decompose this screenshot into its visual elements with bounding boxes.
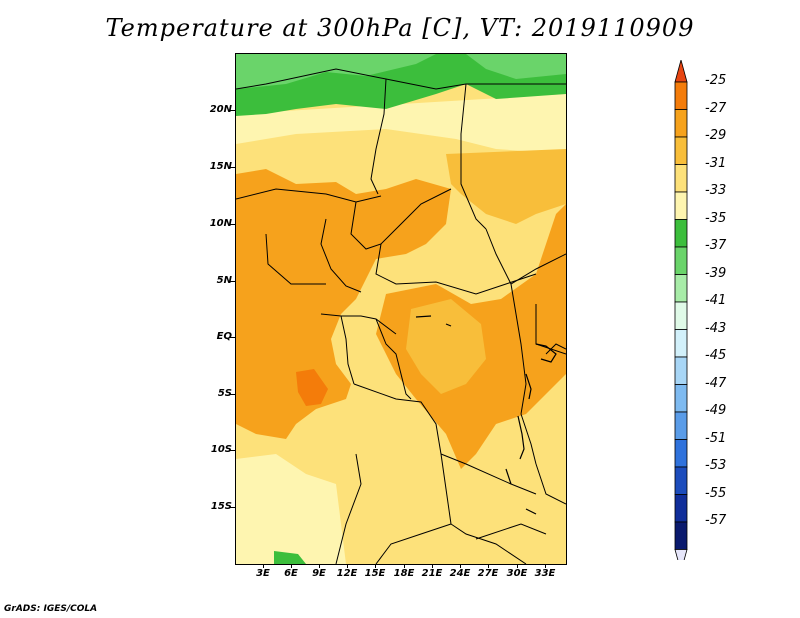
colorbar-label: -55 — [705, 485, 727, 501]
lon-label-12e: 12E — [336, 568, 358, 579]
lon-label-30e: 30E — [506, 568, 528, 579]
colorbar-label: -49 — [705, 403, 727, 418]
field-hot-spot — [296, 369, 328, 406]
lon-label-3e: 3E — [256, 568, 270, 579]
lon-label-18e: 18E — [393, 568, 415, 579]
lon-label-24e: 24E — [449, 568, 471, 579]
colorbar-segment — [674, 301, 688, 330]
colorbar-segment — [674, 246, 688, 275]
lat-label-5n: 5N — [216, 275, 232, 286]
lon-label-9e: 9E — [312, 568, 326, 579]
colorbar-segment — [674, 219, 688, 248]
colorbar-segment — [674, 439, 688, 468]
lat-label-5s: 5S — [217, 388, 232, 399]
colorbar-label: -29 — [705, 128, 727, 143]
colorbar-segment — [674, 191, 688, 220]
colorbar — [674, 60, 688, 560]
colorbar-segment — [674, 521, 688, 550]
colorbar-segment — [674, 384, 688, 413]
colorbar-label: -51 — [705, 430, 727, 446]
colorbar-label: -31 — [705, 155, 727, 171]
colorbar-label: -53 — [705, 458, 727, 473]
colorbar-label: -39 — [705, 265, 727, 281]
credit-text: GrADS: IGES/COLA — [4, 604, 98, 614]
colorbar-label: -25 — [705, 73, 727, 88]
country-borders — [236, 68, 566, 564]
lon-label-6e: 6E — [284, 568, 298, 579]
colorbar-label: -57 — [705, 513, 727, 528]
colorbar-label: -45 — [705, 348, 727, 363]
field-mid-basin — [406, 299, 486, 394]
temperature-map — [235, 53, 567, 565]
lon-label-33e: 33E — [534, 568, 556, 579]
lakes — [415, 315, 557, 515]
colorbar-segment — [674, 109, 688, 138]
lat-label-10s: 10S — [210, 444, 232, 455]
lon-label-21e: 21E — [421, 568, 443, 579]
map-title: Temperature at 300hPa [C], VT: 201911090… — [105, 14, 695, 42]
field-warm-west — [236, 169, 451, 439]
colorbar-label: -47 — [705, 375, 727, 391]
colorbar-segment — [674, 494, 688, 523]
lat-label-15s: 15S — [210, 501, 232, 512]
colorbar-segment — [674, 466, 688, 495]
map-canvas — [236, 54, 566, 564]
colorbar-segment — [674, 329, 688, 358]
field-pale-north — [236, 94, 566, 154]
field-pale-south — [236, 454, 346, 564]
colorbar-label: -27 — [705, 100, 727, 116]
colorbar-segment — [674, 356, 688, 385]
colorbar-max-triangle — [674, 60, 688, 83]
lat-label-eq: EQ — [216, 331, 232, 342]
lon-label-15e: 15E — [364, 568, 386, 579]
lat-label-10n: 10N — [209, 218, 232, 229]
lat-label-20n: 20N — [209, 104, 232, 115]
field-cool-ne — [466, 54, 566, 79]
field-mid-northeast — [446, 149, 566, 224]
lat-label-15n: 15N — [209, 161, 232, 172]
field-cool-north — [236, 54, 436, 89]
colorbar-label: -35 — [705, 210, 727, 226]
colorbar-segment — [674, 411, 688, 440]
lon-label-27e: 27E — [477, 568, 499, 579]
field-cold-south — [274, 551, 306, 564]
colorbar-label: -37 — [705, 238, 727, 253]
colorbar-segment — [674, 136, 688, 165]
colorbar-label: -43 — [705, 320, 727, 336]
colorbar-segment — [674, 274, 688, 303]
colorbar-segment — [674, 81, 688, 110]
colorbar-label: -33 — [705, 183, 727, 198]
colorbar-label: -41 — [705, 293, 727, 308]
colorbar-segment — [674, 164, 688, 193]
colorbar-min-triangle — [674, 549, 688, 560]
